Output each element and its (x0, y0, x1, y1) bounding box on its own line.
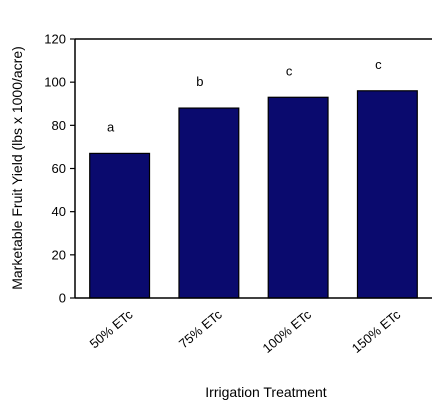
y-axis-ticks: 0 20 40 60 80 100 120 (44, 32, 75, 306)
significance-label: a (107, 119, 115, 134)
bars (89, 90, 418, 299)
bar (356, 90, 418, 299)
bar (178, 107, 240, 299)
x-axis-tick-labels: 50% ETc 75% ETc 100% ETc 150% ETc (87, 306, 404, 355)
y-tick-label: 40 (52, 204, 66, 219)
significance-label: b (196, 74, 203, 89)
y-tick-label: 100 (44, 75, 66, 90)
x-tick-label: 150% ETc (349, 306, 404, 355)
bar (267, 96, 329, 299)
bar (89, 152, 151, 299)
y-tick-label: 20 (52, 247, 66, 262)
significance-label: c (375, 57, 382, 72)
significance-label: c (286, 63, 293, 78)
y-tick-label: 120 (44, 32, 66, 47)
x-axis-title: Irrigation Treatment (205, 384, 326, 400)
x-tick-label: 75% ETc (176, 306, 225, 351)
x-tick-label: 100% ETc (260, 306, 315, 355)
significance-labels: a b c c (107, 57, 382, 135)
y-tick-label: 0 (59, 291, 66, 306)
y-tick-label: 80 (52, 118, 66, 133)
y-axis-title: Marketable Fruit Yield (lbs x 1000/acre) (9, 46, 25, 290)
x-tick-label: 50% ETc (87, 306, 136, 351)
y-tick-label: 60 (52, 161, 66, 176)
